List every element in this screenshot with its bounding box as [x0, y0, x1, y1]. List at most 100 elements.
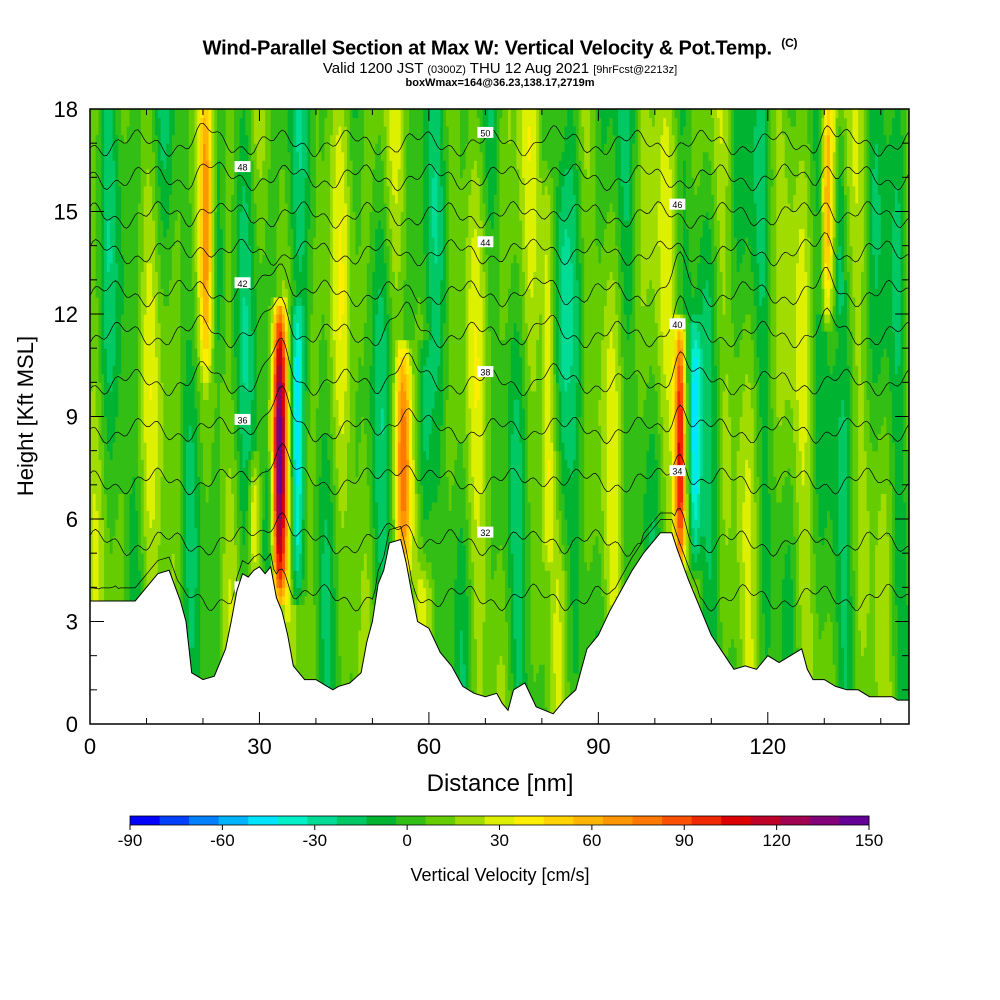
- velocity-cell: [236, 356, 241, 366]
- velocity-cell: [121, 459, 125, 469]
- velocity-cell: [143, 356, 148, 366]
- velocity-cell: [208, 553, 212, 563]
- velocity-cell: [138, 408, 142, 418]
- velocity-cell: [265, 305, 269, 315]
- velocity-cell: [140, 339, 145, 349]
- velocity-cell: [157, 322, 162, 332]
- velocity-cell: [211, 143, 215, 153]
- velocity-cell: [256, 365, 260, 375]
- velocity-cell: [197, 331, 201, 341]
- velocity-cell: [222, 519, 227, 529]
- velocity-field: [90, 109, 909, 724]
- velocity-cell: [225, 262, 229, 272]
- velocity-cell: [135, 322, 139, 332]
- velocity-cell: [163, 459, 167, 469]
- velocity-cell: [146, 510, 150, 520]
- velocity-cell: [236, 510, 241, 520]
- velocity-cell: [251, 211, 255, 221]
- velocity-cell: [155, 519, 159, 529]
- velocity-cell: [219, 647, 224, 657]
- velocity-cell: [149, 117, 153, 127]
- velocity-cell: [188, 390, 193, 400]
- velocity-cell: [146, 553, 150, 563]
- velocity-cell: [242, 126, 246, 136]
- velocity-cell: [95, 151, 99, 161]
- velocity-cell: [163, 425, 167, 435]
- velocity-cell: [118, 544, 122, 554]
- velocity-cell: [138, 433, 142, 443]
- velocity-cell: [214, 459, 218, 469]
- velocity-cell: [208, 126, 212, 136]
- velocity-cell: [282, 237, 286, 247]
- velocity-cell: [267, 476, 272, 486]
- velocity-cell: [146, 425, 150, 435]
- velocity-cell: [146, 331, 150, 341]
- velocity-cell: [171, 262, 176, 272]
- velocity-cell: [217, 254, 221, 264]
- velocity-cell: [217, 271, 221, 281]
- velocity-cell: [267, 544, 272, 554]
- velocity-cell: [282, 510, 286, 520]
- velocity-cell: [157, 408, 162, 418]
- velocity-cell: [115, 365, 119, 375]
- velocity-cell: [183, 314, 187, 324]
- velocity-cell: [273, 314, 277, 324]
- velocity-cell: [197, 476, 201, 486]
- velocity-cell: [171, 168, 176, 178]
- velocity-cell: [205, 604, 210, 614]
- velocity-cell: [174, 570, 179, 580]
- velocity-cell: [211, 211, 215, 221]
- velocity-cell: [186, 356, 190, 366]
- velocity-cell: [98, 211, 102, 221]
- velocity-cell: [256, 450, 260, 460]
- velocity-cell: [95, 408, 99, 418]
- velocity-cell: [186, 245, 190, 255]
- velocity-cell: [101, 433, 105, 443]
- velocity-cell: [276, 331, 280, 341]
- velocity-cell: [129, 399, 133, 409]
- velocity-cell: [169, 348, 173, 358]
- velocity-cell: [138, 459, 142, 469]
- velocity-cell: [256, 331, 260, 341]
- velocity-cell: [101, 143, 105, 153]
- velocity-cell: [112, 126, 116, 136]
- velocity-cell: [225, 544, 229, 554]
- velocity-cell: [276, 262, 280, 272]
- velocity-cell: [140, 416, 145, 426]
- velocity-cell: [163, 493, 167, 503]
- velocity-cell: [251, 399, 255, 409]
- velocity-cell: [236, 185, 241, 195]
- velocity-cell: [248, 203, 252, 213]
- velocity-cell: [262, 433, 266, 443]
- velocity-cell: [234, 442, 238, 452]
- velocity-cell: [121, 279, 125, 289]
- velocity-cell: [253, 262, 258, 272]
- velocity-cell: [211, 459, 215, 469]
- velocity-cell: [126, 279, 131, 289]
- velocity-cell: [194, 314, 198, 324]
- velocity-cell: [163, 117, 167, 127]
- velocity-cell: [194, 570, 198, 580]
- velocity-cell: [171, 425, 176, 435]
- velocity-cell: [177, 416, 181, 426]
- velocity-cell: [267, 390, 272, 400]
- velocity-cell: [214, 220, 218, 230]
- velocity-cell: [245, 501, 249, 511]
- velocity-cell: [115, 476, 119, 486]
- velocity-cell: [115, 220, 119, 230]
- velocity-cell: [123, 134, 128, 144]
- velocity-cell: [177, 245, 181, 255]
- velocity-cell: [129, 459, 133, 469]
- velocity-cell: [157, 544, 162, 554]
- velocity-cell: [112, 519, 116, 529]
- velocity-cell: [239, 510, 244, 520]
- velocity-cell: [270, 544, 275, 554]
- velocity-cell: [251, 425, 255, 435]
- velocity-cell: [174, 168, 179, 178]
- velocity-cell: [90, 459, 94, 469]
- velocity-cell: [149, 288, 153, 298]
- velocity-cell: [197, 553, 201, 563]
- velocity-cell: [267, 168, 272, 178]
- velocity-cell: [208, 271, 212, 281]
- velocity-cell: [166, 211, 170, 221]
